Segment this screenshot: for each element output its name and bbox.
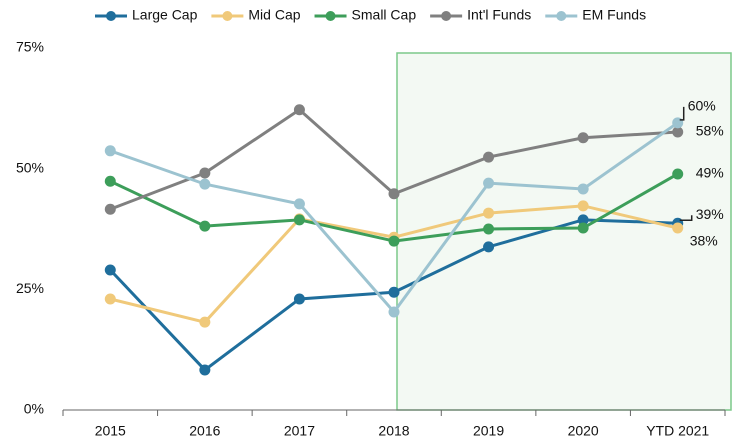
y-tick-label: 0% bbox=[24, 401, 44, 417]
point bbox=[293, 214, 305, 226]
point bbox=[577, 183, 589, 195]
point bbox=[293, 198, 305, 210]
point bbox=[672, 117, 684, 129]
point bbox=[577, 214, 589, 226]
x-tick-label: 2016 bbox=[189, 423, 220, 439]
x-tick-label: 2019 bbox=[473, 423, 504, 439]
point bbox=[672, 168, 684, 180]
point bbox=[104, 145, 116, 157]
legend-marker bbox=[556, 11, 567, 21]
point bbox=[577, 222, 589, 234]
legend-label: EM Funds bbox=[582, 7, 646, 23]
point bbox=[388, 286, 400, 298]
y-tick-label: 50% bbox=[16, 159, 44, 175]
point bbox=[104, 293, 116, 305]
label-leader bbox=[679, 215, 693, 221]
legend-label: Small Cap bbox=[352, 7, 417, 23]
x-tick-label: YTD 2021 bbox=[646, 423, 709, 439]
legend-marker bbox=[222, 11, 233, 21]
point bbox=[483, 241, 495, 253]
point bbox=[104, 175, 116, 187]
x-tick-label: 2017 bbox=[284, 423, 315, 439]
y-tick-label: 75% bbox=[16, 39, 44, 55]
point bbox=[483, 151, 495, 163]
legend-marker bbox=[325, 11, 336, 21]
point bbox=[104, 264, 116, 276]
point bbox=[104, 203, 116, 215]
point bbox=[388, 235, 400, 247]
point bbox=[388, 188, 400, 200]
legend-label: Mid Cap bbox=[248, 7, 300, 23]
legend-label: Int'l Funds bbox=[467, 7, 531, 23]
data-label: 60% bbox=[688, 98, 716, 114]
data-label: 39% bbox=[696, 206, 724, 222]
x-tick-label: 2020 bbox=[568, 423, 599, 439]
legend-marker bbox=[441, 11, 452, 21]
point bbox=[483, 177, 495, 189]
point bbox=[577, 200, 589, 212]
point bbox=[672, 126, 684, 138]
point bbox=[577, 132, 589, 144]
label-leader bbox=[679, 106, 685, 121]
point bbox=[483, 207, 495, 219]
point bbox=[199, 316, 211, 328]
point bbox=[672, 222, 684, 234]
x-tick-label: 2015 bbox=[95, 423, 126, 439]
data-label: 38% bbox=[690, 233, 718, 249]
data-label: 58% bbox=[696, 123, 724, 139]
point bbox=[199, 178, 211, 190]
point bbox=[388, 306, 400, 318]
point bbox=[293, 293, 305, 305]
point bbox=[199, 220, 211, 232]
data-label: 49% bbox=[696, 165, 724, 181]
legend-label: Large Cap bbox=[132, 7, 198, 23]
point bbox=[293, 104, 305, 116]
point bbox=[199, 364, 211, 376]
legend-marker bbox=[106, 11, 116, 21]
x-tick-label: 2018 bbox=[378, 423, 409, 439]
point bbox=[199, 167, 211, 179]
y-tick-label: 25% bbox=[16, 280, 44, 296]
point bbox=[483, 223, 495, 235]
